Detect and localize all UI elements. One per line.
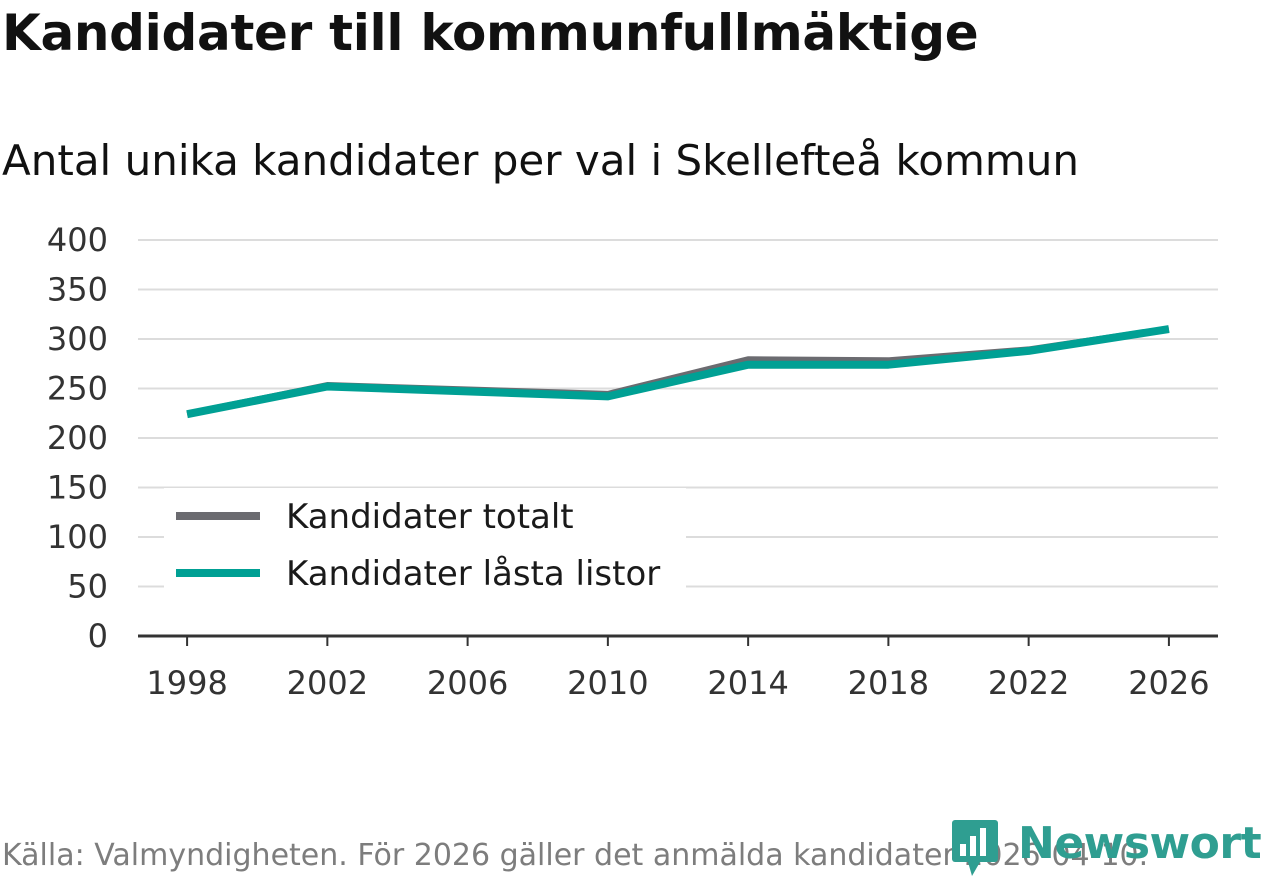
y-tick-label-150: 150 bbox=[47, 469, 108, 507]
legend: Kandidater totalt Kandidater låsta listor bbox=[164, 488, 686, 594]
x-tick-label-2026: 2026 bbox=[1128, 664, 1209, 702]
newsworthy-logo: Newsworthy bbox=[950, 818, 1262, 878]
y-tick-label-200: 200 bbox=[47, 419, 108, 457]
y-tick-label-400: 400 bbox=[47, 221, 108, 259]
x-tick-label-2006: 2006 bbox=[427, 664, 508, 702]
legend-label-totalt: Kandidater totalt bbox=[286, 497, 574, 537]
series-line-lasta bbox=[186, 325, 1170, 419]
y-tick-label-50: 50 bbox=[67, 568, 108, 606]
chart-subtitle: Antal unika kandidater per val i Skellef… bbox=[2, 136, 1080, 185]
series-line-totalt bbox=[186, 325, 1170, 418]
chart-title: Kandidater till kommunfullmäktige bbox=[2, 4, 979, 62]
x-tick-label-2022: 2022 bbox=[988, 664, 1069, 702]
brand-name: Newsworthy bbox=[1018, 818, 1262, 869]
x-tick-label-2002: 2002 bbox=[287, 664, 368, 702]
y-tick-label-350: 350 bbox=[47, 271, 108, 309]
x-tick-label-2014: 2014 bbox=[707, 664, 788, 702]
series-lines bbox=[186, 325, 1170, 419]
x-axis-ticks: 1998 2002 2006 2010 2014 2018 2022 2026 bbox=[138, 634, 1218, 702]
x-tick-label-2010: 2010 bbox=[567, 664, 648, 702]
x-tick-label-1998: 1998 bbox=[146, 664, 227, 702]
legend-label-lasta: Kandidater låsta listor bbox=[286, 554, 660, 594]
x-tick-label-2018: 2018 bbox=[848, 664, 929, 702]
y-tick-label-250: 250 bbox=[47, 370, 108, 408]
y-tick-label-300: 300 bbox=[47, 320, 108, 358]
y-tick-label-100: 100 bbox=[47, 518, 108, 556]
y-tick-label-0: 0 bbox=[88, 617, 108, 655]
chart-bars-icon bbox=[952, 820, 998, 876]
y-axis-ticks: 0 50 100 150 200 250 300 350 400 bbox=[47, 221, 108, 655]
